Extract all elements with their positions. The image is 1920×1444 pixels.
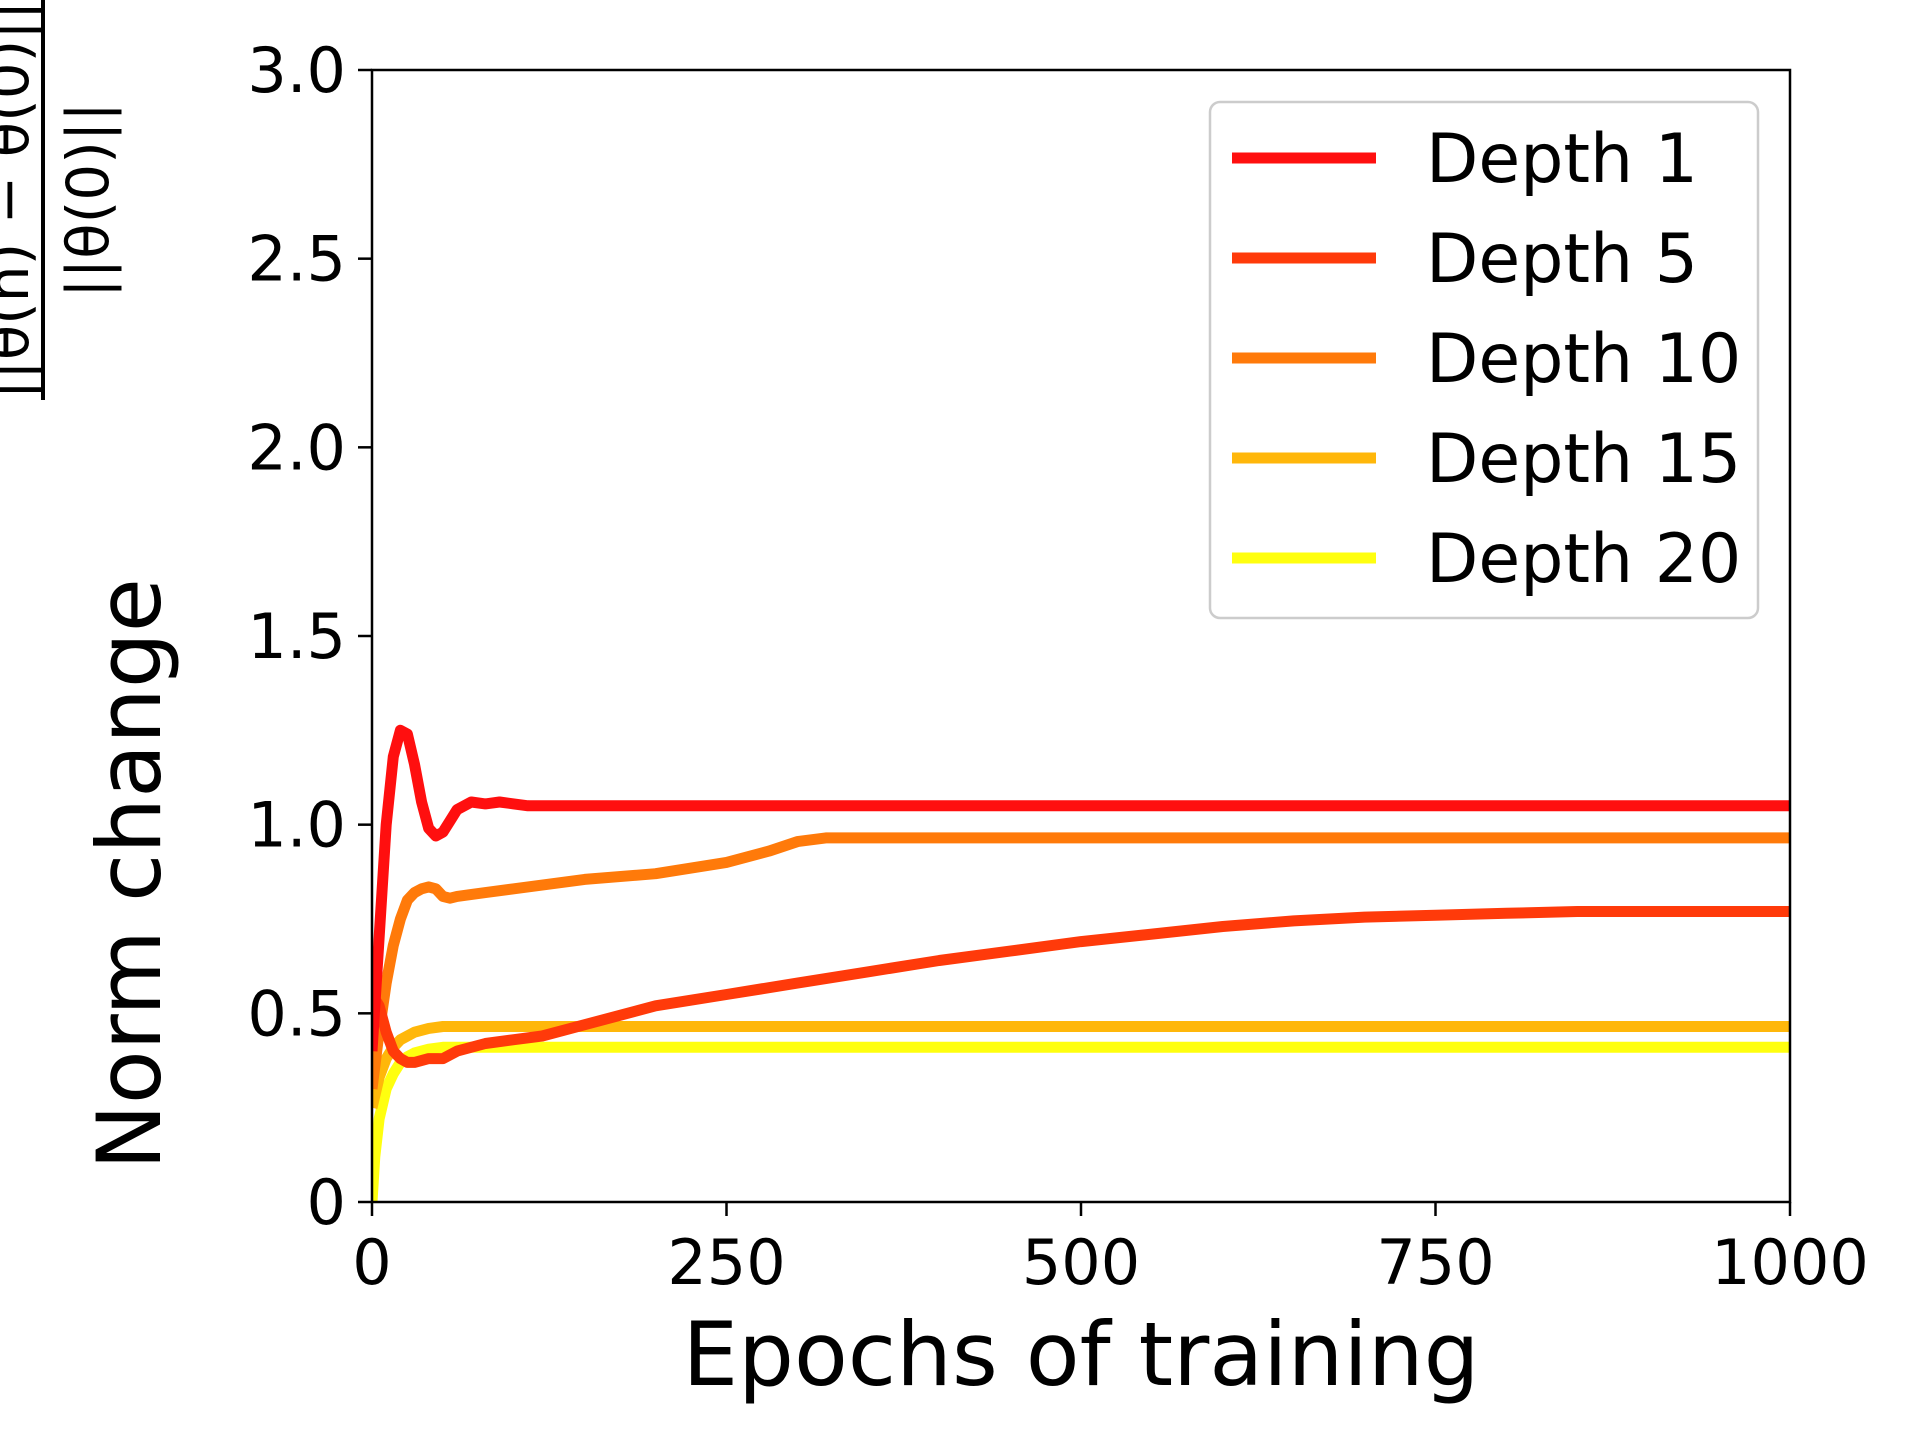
series-line-1	[372, 724, 1790, 1052]
y-tick-label: 2.0	[247, 411, 346, 484]
legend-label-3: Depth 10	[1426, 320, 1741, 399]
y-tick-label: 0	[307, 1166, 346, 1239]
y-tick-label: 2.5	[247, 223, 346, 296]
series-line-5	[372, 1041, 1790, 1202]
x-tick-label: 0	[352, 1226, 391, 1299]
y-tick-label: 1.0	[247, 789, 346, 862]
series-line-4	[372, 1021, 1790, 1109]
x-tick-label: 1000	[1711, 1226, 1869, 1299]
legend-label-1: Depth 1	[1426, 120, 1698, 199]
y-axis-formula-numerator: ||θ(n) − θ(0)||	[0, 1, 42, 400]
series-layer	[372, 724, 1790, 1202]
y-axis-formula-denominator: ||θ(0)||	[54, 102, 122, 298]
x-axis-label: Epochs of training	[683, 1303, 1480, 1406]
legend: Depth 1 Depth 5 Depth 10 Depth 15 Depth 20	[1208, 100, 1760, 620]
legend-label-2: Depth 5	[1426, 220, 1698, 299]
series-line-2	[372, 906, 1790, 1068]
y-tick-label: 0.5	[247, 977, 346, 1050]
legend-items: Depth 1 Depth 5 Depth 10 Depth 15 Depth 20	[1232, 120, 1741, 599]
legend-box	[1208, 100, 1760, 620]
y-tick-label: 1.5	[247, 600, 346, 673]
y-tick-label: 3.0	[247, 34, 346, 107]
series-line-3	[372, 832, 1790, 1090]
x-tick-label: 250	[667, 1226, 785, 1299]
x-tick-label: 500	[1022, 1226, 1140, 1299]
x-tick-label: 750	[1376, 1226, 1494, 1299]
y-axis-label: Norm change	[78, 578, 181, 1170]
legend-label-5: Depth 20	[1426, 520, 1741, 599]
legend-label-4: Depth 15	[1426, 420, 1741, 499]
ticks-layer: 0 250 500 750 1000 0 0.5 1.0 1.5 2.0 2.5 3.0	[247, 34, 1869, 1299]
